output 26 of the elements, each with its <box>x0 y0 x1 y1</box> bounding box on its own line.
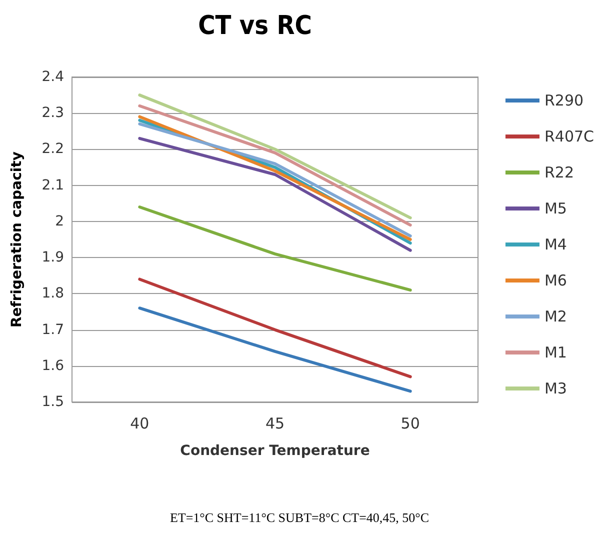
y-tick-label: 2.3 <box>42 105 64 122</box>
x-tick-label: 50 <box>400 414 420 432</box>
y-axis-title: Refrigeration capacity <box>9 151 25 328</box>
y-tick-label: 1.9 <box>42 250 64 266</box>
y-tick-label: 1.7 <box>42 322 64 338</box>
y-tick-label: 1.6 <box>42 358 64 374</box>
x-tick-label: 40 <box>130 414 150 432</box>
x-tick-label: 45 <box>265 414 285 432</box>
y-tick-label: 2.1 <box>42 177 64 194</box>
y-tick-label: 2.2 <box>42 141 64 158</box>
legend-label: M5 <box>544 200 567 218</box>
chart-title: CT vs RC <box>198 11 312 41</box>
legend-label: M4 <box>544 236 567 254</box>
legend-label: M6 <box>544 272 567 290</box>
x-axis-title: Condenser Temperature <box>180 443 370 459</box>
legend-label: M1 <box>544 344 567 362</box>
y-tick-label: 2.4 <box>42 69 64 85</box>
y-tick-label: 1.8 <box>42 286 64 302</box>
y-tick-label: 2 <box>55 213 64 230</box>
legend-label: R407C <box>544 128 594 146</box>
legend-label: M2 <box>544 308 567 326</box>
legend-label: R22 <box>544 164 574 182</box>
y-tick-label: 1.5 <box>42 394 64 410</box>
legend-label: R290 <box>544 92 584 110</box>
text: ET=1°C SHT=11°C SUBT=8°C CT=40,45, 50°C <box>170 510 430 525</box>
legend-label: M3 <box>544 380 567 398</box>
